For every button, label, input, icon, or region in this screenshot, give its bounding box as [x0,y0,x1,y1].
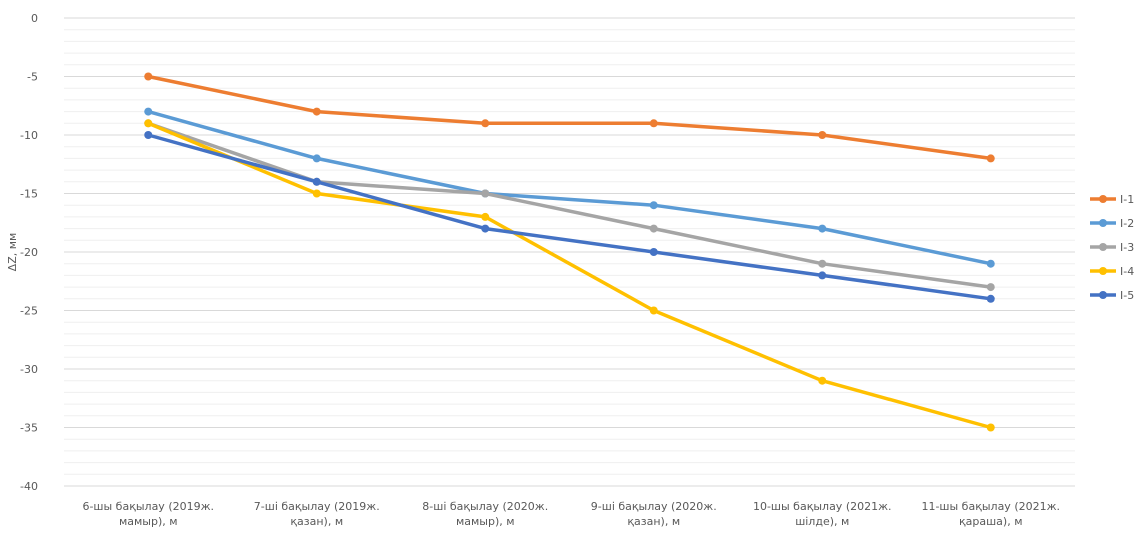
y-tick-label: -35 [20,422,38,435]
data-point-I-1 [481,119,490,128]
data-point-I-2 [818,224,827,233]
x-tick-label: шілде), м [795,515,849,528]
series-line-I-4 [146,121,993,430]
legend-marker-I-4 [1099,267,1107,275]
x-tick-label: қараша), м [959,515,1023,528]
legend-label-I-5: I-5 [1120,289,1134,302]
data-point-I-5 [481,224,490,233]
data-point-I-5 [818,271,827,280]
x-tick-label: 6-шы бақылау (2019ж. [82,500,214,513]
data-point-I-1 [818,131,827,139]
data-point-I-5 [144,131,153,139]
data-point-I-4 [481,212,490,221]
data-point-I-4 [818,376,827,385]
y-tick-label: -5 [27,71,38,84]
legend: I-1 I-2 I-3 I-4 I-5 [1090,193,1134,302]
legend-marker-I-3 [1099,243,1107,251]
y-axis: 0 -5 -10 -15 -20 -25 -30 -35 -40 ΔZ, мм [6,12,38,493]
x-tick-label: мамыр), м [456,515,515,528]
series-line-I-3 [146,121,993,289]
data-point-I-2 [312,154,321,163]
y-tick-label: -30 [20,363,38,376]
legend-marker-I-1 [1099,195,1107,203]
x-tick-label: 9-ші бақылау (2020ж. [591,500,717,513]
data-point-I-2 [649,201,658,210]
data-point-I-4 [986,423,995,432]
x-tick-label: 10-шы бақылау (2021ж. [753,500,892,513]
data-point-I-5 [312,177,321,186]
data-point-I-3 [818,259,827,268]
legend-label-I-2: I-2 [1120,217,1134,230]
y-tick-label: 0 [31,12,38,25]
data-point-I-1 [649,119,658,128]
data-point-I-5 [986,294,995,303]
x-tick-label: қазан), м [627,515,680,528]
x-axis: 6-шы бақылау (2019ж. мамыр), м 7-ші бақыла… [82,500,1060,528]
data-point-I-4 [312,189,321,198]
x-tick-label: мамыр), м [119,515,178,528]
x-tick-label: қазан), м [290,515,343,528]
y-tick-label: -20 [20,246,38,259]
data-point-I-1 [312,107,321,116]
series-group [144,72,995,432]
series-line-I-2 [146,109,993,266]
data-point-I-4 [649,306,658,315]
data-point-I-4 [144,119,153,128]
data-point-I-3 [481,189,490,198]
y-tick-label: -15 [20,188,38,201]
legend-label-I-4: I-4 [1120,265,1134,278]
data-point-I-2 [144,107,153,116]
y-tick-label: -25 [20,305,38,318]
y-tick-label: -40 [20,480,38,493]
series-line-I-5 [146,133,993,301]
legend-label-I-3: I-3 [1120,241,1134,254]
data-point-I-1 [144,72,153,81]
legend-label-I-1: I-1 [1120,193,1134,206]
data-point-I-1 [986,154,995,163]
data-point-I-2 [986,259,995,268]
y-tick-label: -10 [20,129,38,142]
y-axis-title: ΔZ, мм [6,233,19,272]
legend-marker-I-2 [1099,219,1107,227]
data-point-I-3 [986,283,995,292]
x-tick-label: 8-ші бақылау (2020ж. [422,500,548,513]
gridlines [64,17,1075,487]
x-tick-label: 7-ші бақылау (2019ж. [254,500,380,513]
x-tick-label: 11-шы бақылау (2021ж. [921,500,1060,513]
data-point-I-5 [649,248,658,256]
data-point-I-3 [649,224,658,233]
series-line-I-1 [146,74,993,161]
legend-marker-I-5 [1099,291,1107,299]
